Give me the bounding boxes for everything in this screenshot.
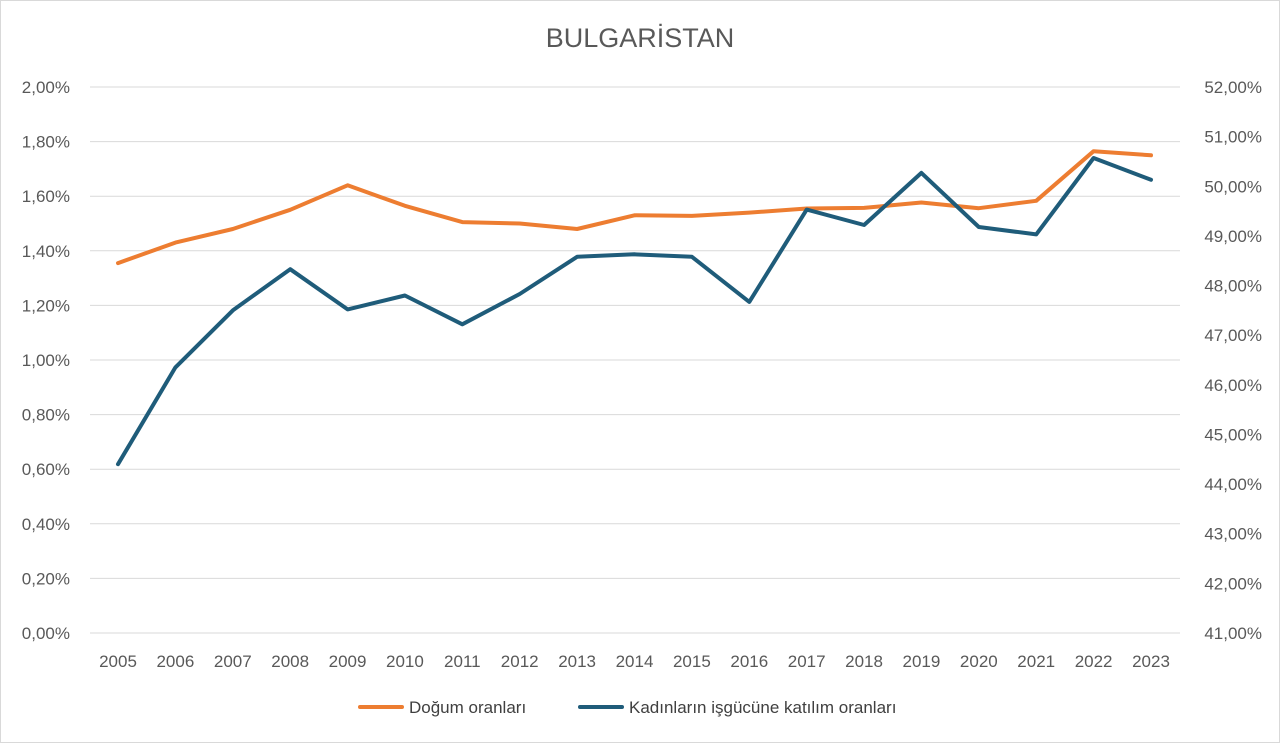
- left-y-tick-label: 0,60%: [22, 460, 70, 479]
- legend: Doğum oranları Kadınların işgücüne katılı…: [358, 698, 896, 717]
- series-lines: [116, 149, 1153, 467]
- x-tick-label: 2013: [558, 652, 596, 671]
- x-tick-label: 2019: [903, 652, 941, 671]
- left-y-tick-label: 1,80%: [22, 133, 70, 152]
- left-y-tick-label: 1,20%: [22, 296, 70, 315]
- legend-label: Doğum oranları: [409, 698, 526, 717]
- x-tick-label: 2022: [1075, 652, 1113, 671]
- x-axis-ticks: 2005 2006 2007 2008 2009 2010 2011 2012 2013 2014…: [99, 652, 1170, 671]
- right-y-tick-label: 48,00%: [1204, 277, 1262, 296]
- left-y-tick-label: 0,20%: [22, 569, 70, 588]
- left-y-tick-label: 0,00%: [22, 624, 70, 643]
- series-line-kadinlarin-isgucune-katilim: [116, 156, 1153, 467]
- right-axis-ticks: 41,00% 42,00% 43,00% 44,00% 45,00% 46,00% 47,0…: [1204, 78, 1262, 643]
- left-y-tick-label: 0,40%: [22, 515, 70, 534]
- right-y-tick-label: 45,00%: [1204, 425, 1262, 444]
- x-tick-label: 2017: [788, 652, 826, 671]
- x-tick-label: 2018: [845, 652, 883, 671]
- right-y-tick-label: 50,00%: [1204, 177, 1262, 196]
- left-y-tick-label: 1,00%: [22, 351, 70, 370]
- right-y-tick-label: 46,00%: [1204, 376, 1262, 395]
- series-line-dogum-oranlari: [116, 149, 1153, 266]
- x-tick-label: 2016: [730, 652, 768, 671]
- x-tick-label: 2009: [329, 652, 367, 671]
- x-tick-label: 2007: [214, 652, 252, 671]
- x-tick-label: 2012: [501, 652, 539, 671]
- chart-title: BULGARİSTAN: [546, 22, 735, 53]
- right-y-tick-label: 47,00%: [1204, 326, 1262, 345]
- x-tick-label: 2008: [271, 652, 309, 671]
- x-tick-label: 2014: [616, 652, 654, 671]
- left-y-tick-label: 1,40%: [22, 242, 70, 261]
- right-y-tick-label: 49,00%: [1204, 227, 1262, 246]
- left-y-tick-label: 0,80%: [22, 406, 70, 425]
- right-y-tick-label: 43,00%: [1204, 525, 1262, 544]
- legend-label: Kadınların işgücüne katılım oranları: [629, 698, 896, 717]
- x-tick-label: 2023: [1132, 652, 1170, 671]
- x-tick-label: 2015: [673, 652, 711, 671]
- left-axis-ticks: 0,00% 0,20% 0,40% 0,60% 0,80% 1,00% 1,20% 1,40%…: [22, 78, 70, 643]
- x-tick-label: 2020: [960, 652, 998, 671]
- x-tick-label: 2005: [99, 652, 137, 671]
- right-y-tick-label: 52,00%: [1204, 78, 1262, 97]
- right-y-tick-label: 44,00%: [1204, 475, 1262, 494]
- gridlines: [90, 86, 1180, 634]
- x-tick-label: 2011: [444, 652, 481, 671]
- right-y-tick-label: 42,00%: [1204, 574, 1262, 593]
- left-y-tick-label: 2,00%: [22, 78, 70, 97]
- left-y-tick-label: 1,60%: [22, 187, 70, 206]
- right-y-tick-label: 51,00%: [1204, 128, 1262, 147]
- x-tick-label: 2021: [1017, 652, 1055, 671]
- right-y-tick-label: 41,00%: [1204, 624, 1262, 643]
- x-tick-label: 2006: [156, 652, 194, 671]
- x-tick-label: 2010: [386, 652, 424, 671]
